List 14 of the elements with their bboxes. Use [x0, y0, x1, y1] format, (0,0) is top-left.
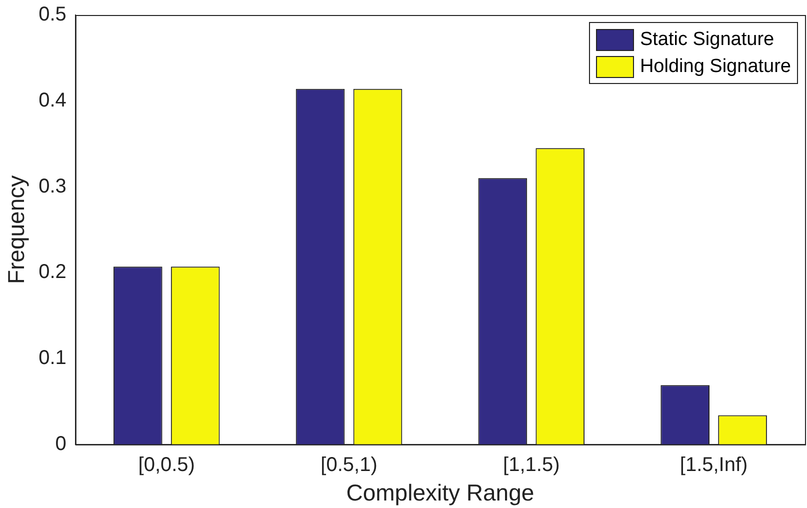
y-tick-label: 0.1 [38, 347, 66, 370]
legend-label: Static Signature [640, 28, 774, 50]
y-tick-label: 0.3 [38, 175, 66, 198]
x-axis-title: Complexity Range [346, 480, 534, 506]
y-axis-title: Frequency [3, 174, 30, 284]
legend-label: Holding Signature [640, 56, 791, 78]
x-tick-label: [1,1.5) [503, 454, 560, 476]
y-tick-label: 0.5 [38, 4, 66, 26]
y-tick-label: 0 [55, 432, 66, 455]
x-tick-label: [1.5,Inf) [680, 454, 748, 476]
x-tick-label: [0.5,1) [320, 454, 378, 476]
x-tick-label: [0,0.5) [138, 454, 195, 476]
y-tick-label: 0.2 [38, 261, 66, 284]
y-tick-label: 0.4 [38, 89, 66, 112]
